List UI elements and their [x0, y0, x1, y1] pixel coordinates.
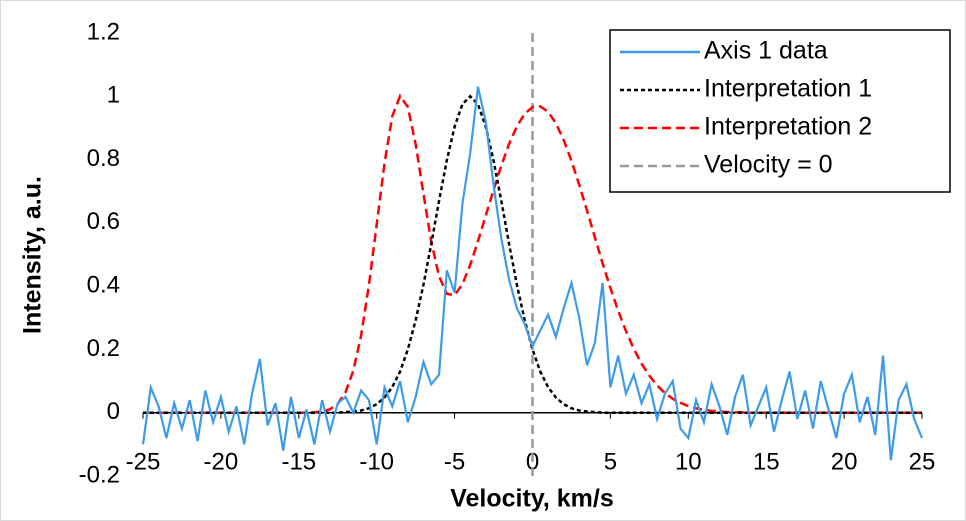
- y-tick-label: 0.6: [87, 208, 120, 235]
- y-tick-label: 0: [107, 398, 120, 425]
- legend-label: Axis 1 data: [704, 37, 828, 65]
- y-tick-label: 1: [107, 82, 120, 109]
- x-axis-title: Velocity, km/s: [450, 485, 614, 513]
- x-tick-label: 20: [831, 448, 858, 475]
- legend-label: Interpretation 1: [704, 75, 872, 103]
- x-tick-label: -25: [126, 448, 161, 475]
- y-tick-label: -0.2: [79, 461, 120, 488]
- x-tick-label: -10: [359, 448, 394, 475]
- y-tick-label: 0.4: [87, 271, 120, 298]
- x-tick-label: 15: [753, 448, 780, 475]
- y-tick-label: 0.8: [87, 145, 120, 172]
- y-tick-label: 1.2: [87, 18, 120, 45]
- x-tick-label: 10: [675, 448, 702, 475]
- x-tick-label: -20: [204, 448, 239, 475]
- x-tick-label: -15: [281, 448, 316, 475]
- x-tick-label: 5: [604, 448, 617, 475]
- y-tick-label: 0.2: [87, 335, 120, 362]
- y-axis-title: Intensity, a.u.: [19, 176, 47, 334]
- legend-label: Interpretation 2: [704, 113, 872, 141]
- x-tick-label: -5: [444, 448, 465, 475]
- x-tick-label: 25: [909, 448, 936, 475]
- legend-label: Velocity = 0: [704, 151, 833, 179]
- series-line: [141, 86, 924, 461]
